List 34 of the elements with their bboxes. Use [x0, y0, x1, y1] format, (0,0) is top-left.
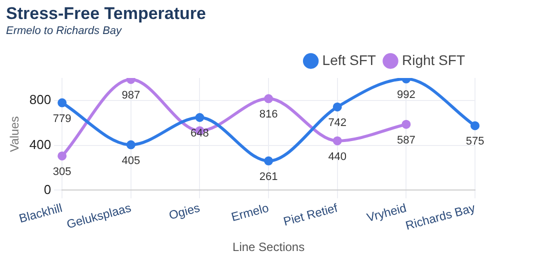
- x-axis-title: Line Sections: [232, 240, 305, 254]
- point: [264, 94, 274, 104]
- point: [470, 121, 480, 130]
- y-axis-title: Values: [8, 116, 22, 152]
- data-label: 742: [328, 116, 347, 129]
- data-label: 779: [52, 112, 72, 125]
- point: [402, 120, 411, 129]
- point: [58, 151, 67, 160]
- x-tick-label: Blackhill: [18, 200, 64, 226]
- y-tick-label: 0: [44, 182, 52, 197]
- point: [58, 98, 67, 108]
- x-tick-label: Ermelo: [230, 200, 270, 224]
- data-label: 987: [122, 89, 140, 102]
- chart-title: Stress-Free Temperature: [6, 4, 206, 24]
- data-label: 440: [328, 150, 347, 163]
- chart-subtitle: Ermelo to Richards Bay: [6, 25, 122, 37]
- data-label: 575: [466, 136, 484, 148]
- data-label: 587: [397, 134, 416, 146]
- point: [332, 136, 342, 146]
- y-tick-label: 800: [29, 92, 52, 108]
- data-label: 261: [259, 170, 278, 183]
- data-label: 305: [52, 166, 72, 178]
- x-tick-label: Ogies: [167, 200, 202, 222]
- data-label: 405: [122, 154, 140, 167]
- legend-label: Right SFT: [402, 52, 466, 68]
- data-label: 816: [259, 108, 278, 121]
- x-tick-label: Piet Retief: [282, 200, 340, 229]
- point: [264, 156, 274, 166]
- data-label: 992: [397, 88, 416, 101]
- point: [126, 140, 136, 150]
- legend-label: Left SFT: [322, 52, 376, 68]
- point: [332, 102, 342, 112]
- y-tick-label: 400: [29, 136, 52, 152]
- point: [195, 113, 204, 122]
